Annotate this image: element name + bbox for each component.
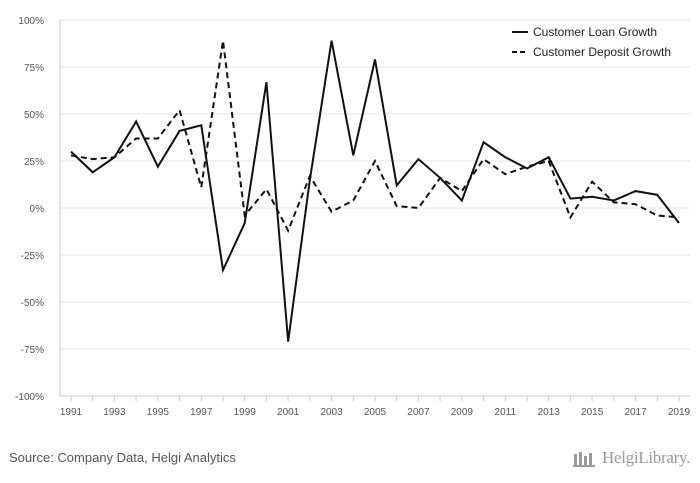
x-tick-label: 2003 [320, 407, 343, 418]
series-line-loan-growth[interactable] [70, 40, 680, 342]
data-point[interactable] [438, 175, 443, 180]
series-lines [69, 38, 682, 344]
data-point[interactable] [90, 157, 95, 162]
y-tick-label: -25% [21, 251, 44, 262]
data-point[interactable] [546, 159, 551, 164]
data-point[interactable] [112, 155, 117, 160]
data-point[interactable] [655, 192, 660, 197]
data-point[interactable] [221, 38, 226, 43]
x-tick-label: 2019 [668, 407, 691, 418]
data-point[interactable] [199, 123, 204, 128]
y-tick-label: 25% [24, 157, 44, 168]
data-point[interactable] [351, 153, 356, 158]
data-point[interactable] [155, 136, 160, 141]
y-tick-label: 75% [24, 63, 44, 74]
brand-logo[interactable]: HelgiLibrary. [572, 448, 690, 468]
data-point[interactable] [394, 204, 399, 209]
x-tick-label: 1997 [190, 407, 213, 418]
data-point[interactable] [351, 198, 356, 203]
data-point[interactable] [481, 157, 486, 162]
data-point[interactable] [590, 179, 595, 184]
x-tick-label: 2009 [451, 407, 474, 418]
x-tick-label: 2017 [624, 407, 647, 418]
series-line-deposit-growth[interactable] [70, 40, 680, 233]
data-point[interactable] [655, 213, 660, 218]
data-point[interactable] [134, 119, 139, 124]
data-point[interactable] [525, 164, 530, 169]
data-point[interactable] [199, 185, 204, 190]
data-point[interactable] [134, 136, 139, 141]
data-point[interactable] [155, 164, 160, 169]
data-point[interactable] [459, 189, 464, 194]
source-note: Source: Company Data, Helgi Analytics [9, 450, 236, 465]
x-tick-label: 2013 [538, 407, 561, 418]
data-point[interactable] [264, 80, 269, 85]
data-point[interactable] [242, 221, 247, 226]
x-tick-label: 2007 [407, 407, 430, 418]
data-point[interactable] [459, 198, 464, 203]
y-tick-label: -50% [21, 298, 44, 309]
data-point[interactable] [633, 202, 638, 207]
data-point[interactable] [503, 155, 508, 160]
x-tick-label: 2005 [364, 407, 387, 418]
library-icon [573, 452, 595, 467]
legend-label[interactable]: Customer Deposit Growth [533, 45, 671, 59]
grid-lines [60, 19, 690, 397]
data-point[interactable] [373, 57, 378, 62]
data-point[interactable] [481, 140, 486, 145]
x-tick-label: 1995 [147, 407, 170, 418]
data-point[interactable] [611, 200, 616, 205]
brand-name: HelgiLibrary. [602, 448, 690, 467]
data-point[interactable] [286, 228, 291, 233]
data-point[interactable] [677, 221, 682, 226]
data-point[interactable] [90, 170, 95, 175]
x-tick-label: 1991 [60, 407, 83, 418]
data-point[interactable] [329, 209, 334, 214]
data-point[interactable] [568, 196, 573, 201]
x-tick-label: 2011 [495, 407, 517, 418]
data-point[interactable] [416, 157, 421, 162]
data-point[interactable] [677, 215, 682, 220]
data-point[interactable] [329, 38, 334, 43]
x-tick-label: 2001 [277, 407, 300, 418]
data-point[interactable] [568, 215, 573, 220]
x-tick-label: 1993 [103, 407, 126, 418]
x-tick-label: 1999 [234, 407, 257, 418]
legend-label[interactable]: Customer Loan Growth [533, 25, 657, 39]
data-point[interactable] [264, 187, 269, 192]
data-point[interactable] [177, 108, 182, 113]
data-point[interactable] [221, 268, 226, 273]
y-tick-label: -100% [15, 392, 44, 403]
y-tick-label: 50% [24, 110, 44, 121]
y-tick-label: -75% [21, 345, 44, 356]
chart-container: 100% 75% 50% 25% 0% -25% -50% -75% -100% 1991 1993… [15, 16, 690, 418]
data-point[interactable] [69, 153, 74, 158]
footer: Source: Company Data, Helgi Analytics He… [0, 442, 700, 483]
legend: Customer Loan Growth Customer Deposit Gro… [512, 25, 671, 59]
data-point[interactable] [286, 339, 291, 344]
axes: 100% 75% 50% 25% 0% -25% -50% -75% -100% 1991 1993… [15, 16, 690, 418]
x-tick-label: 2015 [581, 407, 604, 418]
data-point[interactable] [307, 174, 312, 179]
data-point[interactable] [503, 172, 508, 177]
line-chart: 100% 75% 50% 25% 0% -25% -50% -75% -100% 1991 1993… [15, 16, 690, 418]
y-tick-label: 100% [18, 16, 44, 27]
data-point[interactable] [242, 213, 247, 218]
y-tick-label: 0% [30, 204, 45, 215]
data-point[interactable] [416, 206, 421, 211]
data-point[interactable] [633, 189, 638, 194]
data-point[interactable] [394, 183, 399, 188]
data-point[interactable] [177, 128, 182, 133]
data-point[interactable] [373, 159, 378, 164]
data-point[interactable] [590, 194, 595, 199]
